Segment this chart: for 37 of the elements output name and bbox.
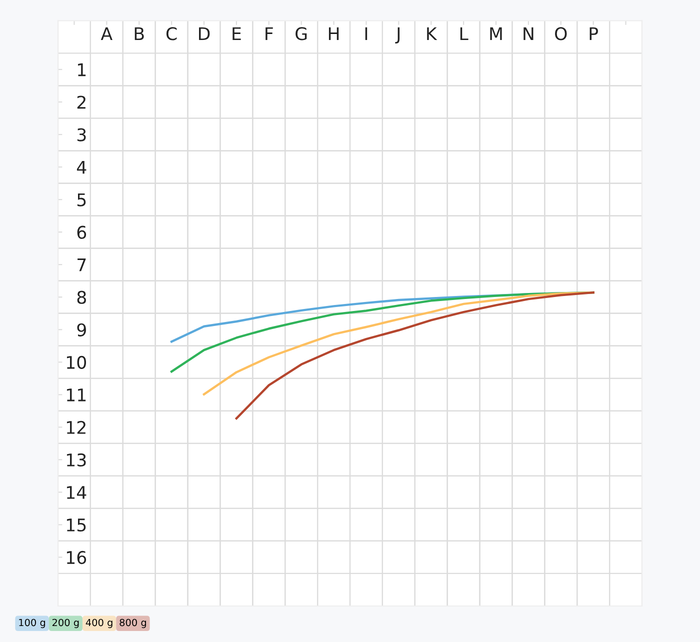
y-tick-label: 4 [76, 160, 86, 174]
y-tick-label: 1 [78, 63, 86, 76]
text: 200 g [52, 618, 79, 628]
x-tick-label: N [524, 27, 534, 40]
y-tick-label: 16 [66, 550, 86, 564]
y-tick-label: 12 [66, 420, 86, 434]
x-tick-label: L [460, 27, 468, 40]
x-tick-label: J [395, 27, 400, 44]
y-tick-label: 5 [77, 193, 86, 206]
y-tick-label: 6 [77, 226, 86, 239]
line-series [235, 291, 594, 420]
y-tick-label: 7 [78, 258, 86, 272]
x-tick-label: P [590, 27, 598, 40]
x-tick-label: G [296, 27, 307, 40]
x-tick-label: A [100, 27, 112, 40]
y-tick-label: 15 [66, 518, 86, 532]
y-tick-label: 2 [77, 96, 86, 109]
y-tick-label: 14 [66, 486, 86, 499]
text: 800 g [120, 618, 146, 628]
y-tick-label: 8 [77, 290, 86, 304]
text: 400 g [86, 618, 112, 628]
x-tick-label: K [427, 27, 438, 40]
x-tick-label: F [266, 27, 273, 40]
x-tick-label: I [365, 27, 368, 40]
y-tick-label: 9 [77, 323, 86, 336]
x-tick-label: O [555, 27, 567, 40]
y-tick-label: 13 [66, 453, 86, 467]
x-tick-label: C [166, 27, 177, 40]
y-tick-label: 11 [66, 388, 86, 402]
x-tick-label: B [134, 27, 144, 40]
x-tick-label: E [232, 27, 241, 40]
x-tick-label: D [199, 27, 210, 40]
x-tick-label: H [328, 27, 339, 40]
text: 100 g [19, 618, 46, 628]
x-tick-label: M [490, 27, 502, 40]
y-tick-label: 3 [77, 128, 86, 142]
y-tick-label: 10 [66, 356, 86, 369]
